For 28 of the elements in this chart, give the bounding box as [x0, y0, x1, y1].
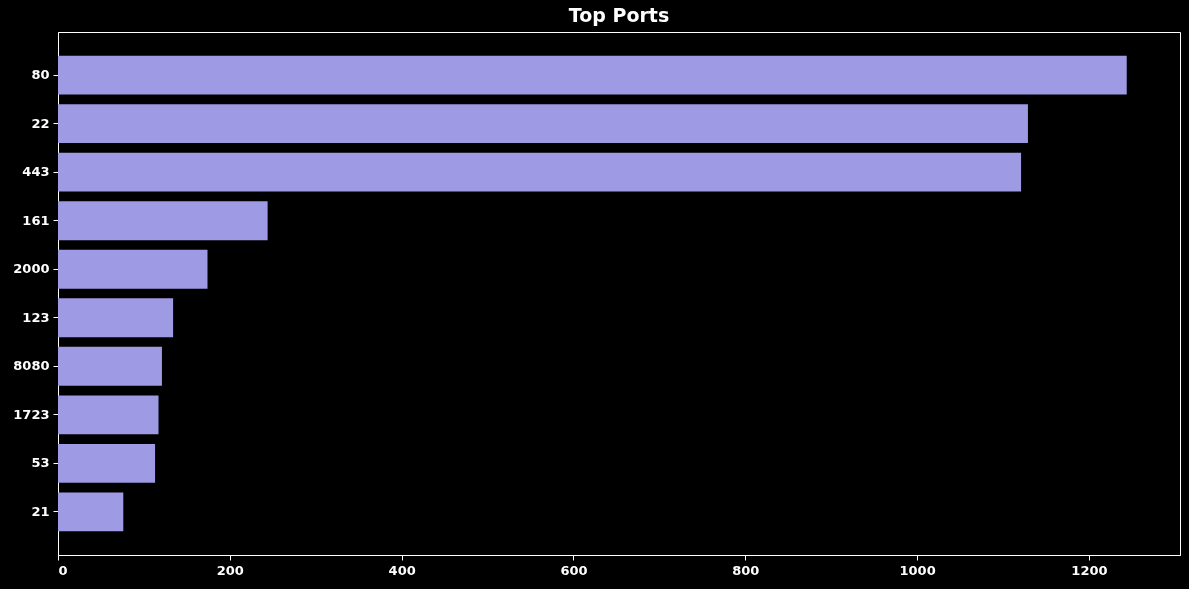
- y-tick-label: 8080: [13, 358, 50, 374]
- x-tick-label: 200: [216, 562, 244, 578]
- y-tick-label: 22: [31, 115, 50, 131]
- bar: [58, 152, 1022, 192]
- x-tick-label: 0: [58, 562, 68, 578]
- bar: [58, 346, 162, 386]
- y-tick-label: 80: [31, 67, 50, 83]
- y-tick-label: 161: [22, 212, 50, 228]
- bar: [58, 492, 124, 532]
- bar: [58, 104, 1028, 144]
- bar: [58, 201, 268, 241]
- bar: [58, 298, 174, 338]
- y-tick-label: 2000: [13, 261, 50, 277]
- y-tick-label: 1723: [13, 406, 50, 422]
- x-tick-label: 1200: [1071, 562, 1108, 578]
- bar: [58, 249, 208, 289]
- x-tick-label: 400: [388, 562, 416, 578]
- y-tick-label: 443: [22, 164, 50, 180]
- x-tick-label: 600: [560, 562, 588, 578]
- bar: [58, 55, 1127, 95]
- chart-title: Top Ports: [568, 4, 670, 26]
- x-tick-label: 800: [732, 562, 760, 578]
- bar: [58, 443, 156, 483]
- x-tick-label: 1000: [899, 562, 936, 578]
- y-tick-label: 21: [31, 503, 50, 519]
- bar: [58, 395, 159, 435]
- y-tick-label: 123: [22, 309, 50, 325]
- y-tick-label: 53: [31, 455, 50, 471]
